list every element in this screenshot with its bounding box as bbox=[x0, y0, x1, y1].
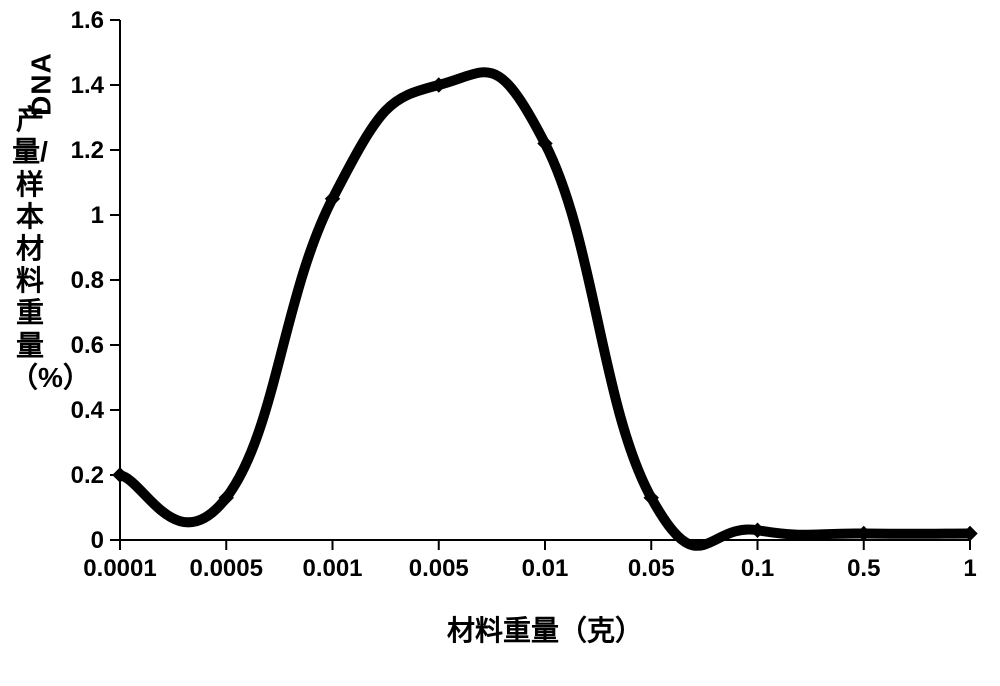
x-axis-title: 材料重量（克） bbox=[447, 614, 643, 646]
x-tick-label: 0.5 bbox=[847, 555, 880, 582]
y-tick-label: 1.6 bbox=[71, 7, 104, 34]
y-tick-label: 1 bbox=[91, 202, 104, 229]
y-ticks: 0 0.2 0.4 0.6 0.8 1 1.2 1.4 1.6 bbox=[71, 7, 120, 554]
y-axis-title-cjk: 产量/样本材料重量（%） bbox=[10, 104, 50, 394]
y-tick-label: 0.8 bbox=[71, 267, 104, 294]
x-tick-label: 0.0001 bbox=[83, 555, 156, 582]
y-axis-title: DNA 产量/样本材料重量（%） bbox=[10, 60, 50, 394]
y-tick-label: 0 bbox=[91, 527, 104, 554]
x-tick-label: 0.1 bbox=[741, 555, 774, 582]
x-tick-label: 0.01 bbox=[522, 555, 569, 582]
y-tick-label: 0.6 bbox=[71, 332, 104, 359]
y-axis-title-rotated: DNA bbox=[26, 52, 58, 116]
y-tick-label: 0.4 bbox=[71, 397, 105, 424]
y-tick-label: 1.4 bbox=[71, 72, 105, 99]
x-tick-label: 0.005 bbox=[409, 555, 469, 582]
y-tick-label: 0.2 bbox=[71, 462, 104, 489]
x-tick-label: 0.0005 bbox=[190, 555, 263, 582]
x-tick-label: 0.05 bbox=[628, 555, 675, 582]
x-tick-label: 1 bbox=[963, 555, 976, 582]
x-tick-label: 0.001 bbox=[302, 555, 362, 582]
x-ticks: 0.0001 0.0005 0.001 0.005 0.01 0.05 0.1 0.5 1 bbox=[83, 540, 976, 582]
chart-container: DNA 产量/样本材料重量（%） 00.20.40.60.811.21.41.6… bbox=[0, 0, 1000, 686]
y-tick-label: 1.2 bbox=[71, 137, 104, 164]
chart-svg: 00.20.40.60.811.21.41.6 0.00010.00050.00… bbox=[0, 0, 1000, 686]
